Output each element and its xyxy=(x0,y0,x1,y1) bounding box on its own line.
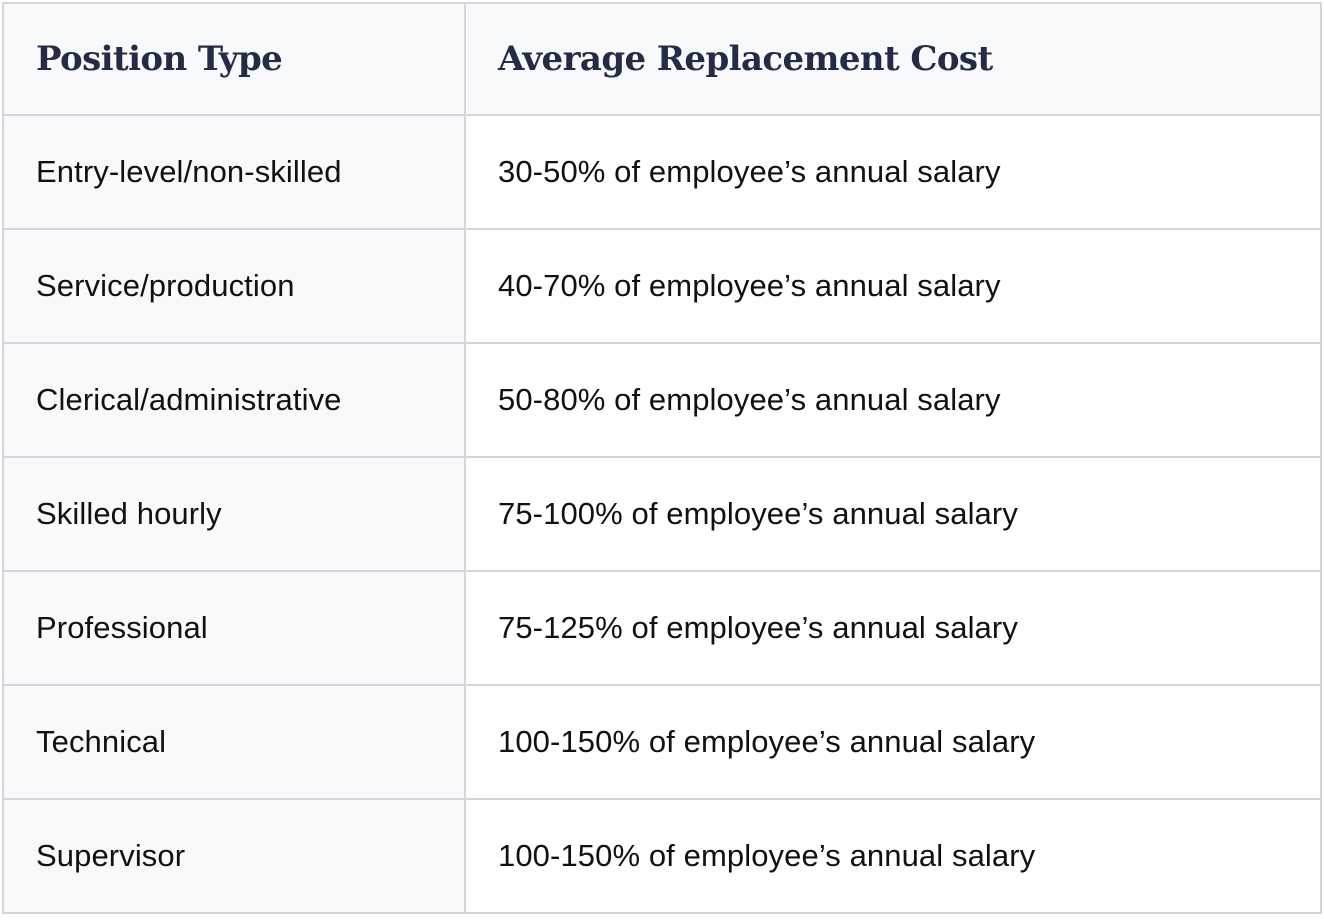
table-row: Entry-level/non-skilled 30-50% of employ… xyxy=(2,114,1322,230)
position-cell: Technical xyxy=(2,684,466,800)
position-cell: Clerical/administrative xyxy=(2,342,466,458)
table-body: Entry-level/non-skilled 30-50% of employ… xyxy=(2,114,1322,914)
header-position-type: Position Type xyxy=(2,2,466,116)
cost-cell: 100-150% of employee’s annual salary xyxy=(464,798,1322,914)
cost-cell: 75-100% of employee’s annual salary xyxy=(464,456,1322,572)
position-cell: Professional xyxy=(2,570,466,686)
position-cell: Skilled hourly xyxy=(2,456,466,572)
cost-cell: 40-70% of employee’s annual salary xyxy=(464,228,1322,344)
cost-cell: 100-150% of employee’s annual salary xyxy=(464,684,1322,800)
position-cell: Entry-level/non-skilled xyxy=(2,114,466,230)
cost-cell: 50-80% of employee’s annual salary xyxy=(464,342,1322,458)
table-row: Skilled hourly 75-100% of employee’s ann… xyxy=(2,456,1322,572)
table-row: Supervisor 100-150% of employee’s annual… xyxy=(2,798,1322,914)
table-row: Service/production 40-70% of employee’s … xyxy=(2,228,1322,344)
table-row: Clerical/administrative 50-80% of employ… xyxy=(2,342,1322,458)
table-row: Professional 75-125% of employee’s annua… xyxy=(2,570,1322,686)
position-cell: Service/production xyxy=(2,228,466,344)
table-header: Position Type Average Replacement Cost xyxy=(2,2,1322,116)
header-average-replacement-cost: Average Replacement Cost xyxy=(464,2,1322,116)
position-cell: Supervisor xyxy=(2,798,466,914)
cost-cell: 75-125% of employee’s annual salary xyxy=(464,570,1322,686)
cost-cell: 30-50% of employee’s annual salary xyxy=(464,114,1322,230)
table-row: Technical 100-150% of employee’s annual … xyxy=(2,684,1322,800)
header-row: Position Type Average Replacement Cost xyxy=(2,2,1322,116)
